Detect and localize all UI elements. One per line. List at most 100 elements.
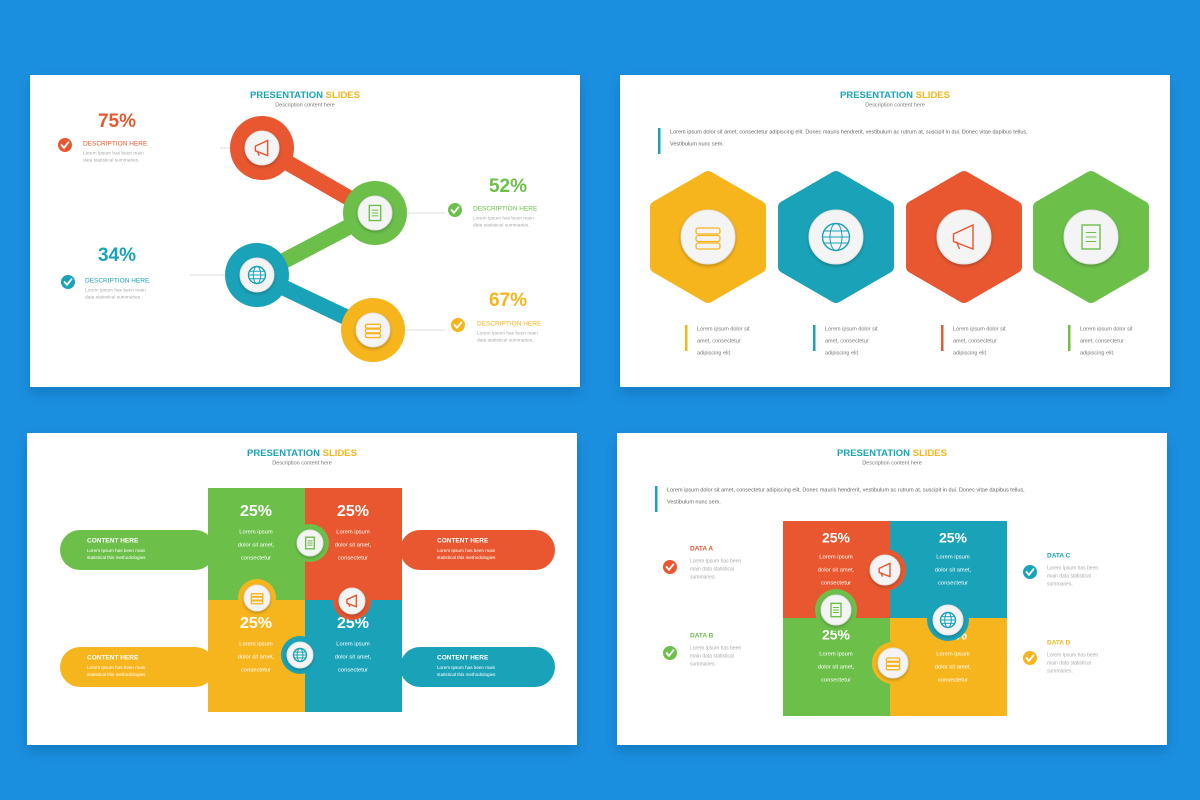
item-bar bbox=[941, 325, 944, 351]
content-tab bbox=[400, 647, 555, 687]
body-text: Lorem Ipsum has been main bbox=[83, 150, 144, 156]
slide-subtitle: Description content here bbox=[862, 460, 922, 466]
check-icon bbox=[448, 203, 462, 217]
check-icon bbox=[58, 138, 72, 152]
server-icon bbox=[885, 657, 901, 662]
icon-badge bbox=[244, 130, 280, 166]
body-text: consectetur bbox=[821, 678, 851, 684]
body-text: Lorem Ipsum has been main bbox=[473, 215, 534, 221]
server-icon bbox=[695, 227, 721, 235]
content-tab bbox=[60, 530, 215, 570]
body-text: Lorem ipsum bbox=[239, 642, 273, 648]
body-text: amet, consectetur bbox=[825, 338, 869, 344]
title-word: PRESENTATION bbox=[250, 90, 323, 101]
slide-subtitle: Description content here bbox=[275, 102, 335, 108]
title-word: PRESENTATION bbox=[837, 448, 910, 459]
check-mark bbox=[63, 278, 73, 287]
body-text: Lorem ipsum bbox=[336, 530, 370, 536]
slide-title: PRESENTATION SLIDES bbox=[250, 90, 360, 101]
body-text: main data statistical bbox=[690, 653, 734, 659]
tab-label: CONTENT HERE bbox=[437, 538, 489, 545]
server-icon bbox=[250, 593, 264, 598]
slide-subtitle: Description content here bbox=[865, 102, 925, 108]
data-label: DATA B bbox=[690, 633, 714, 640]
body-text: consectetur bbox=[938, 678, 968, 684]
body-text: Lorem Ipsum has been bbox=[690, 558, 741, 564]
body-text: dolor sit amet, bbox=[238, 543, 275, 549]
body-text: consectetur bbox=[241, 556, 271, 562]
item-label: DESCRIPTION HERE bbox=[477, 321, 542, 328]
body-text: Lorem Ipsum has been bbox=[1047, 652, 1098, 658]
percent-value: 52% bbox=[489, 176, 527, 197]
server-icon bbox=[364, 323, 382, 329]
body-text: dolor sit amet, bbox=[335, 655, 372, 661]
body-text: dolor sit amet, bbox=[335, 543, 372, 549]
body-text: summaries. bbox=[690, 661, 716, 667]
body-text: Lorem ipsum bbox=[936, 652, 970, 658]
slide-title: PRESENTATION SLIDES bbox=[840, 90, 950, 101]
content-tab bbox=[60, 647, 215, 687]
tab-label: CONTENT HERE bbox=[87, 538, 139, 545]
title-word: SLIDES bbox=[916, 90, 950, 101]
check-icon bbox=[1023, 651, 1037, 665]
title-word: PRESENTATION bbox=[247, 448, 320, 459]
body-text: Lorem ipsum dolor sit bbox=[953, 326, 1006, 332]
body-text: Lorem Ipsum has been bbox=[1047, 565, 1098, 571]
body-text: Lorem ipsum bbox=[239, 530, 273, 536]
content-tab bbox=[400, 530, 555, 570]
percent-value: 25% bbox=[337, 503, 369, 520]
tab-label: CONTENT HERE bbox=[87, 655, 139, 662]
body-text: consectetur bbox=[338, 556, 368, 562]
body-text: Lorem ipsum dolor sit bbox=[825, 326, 878, 332]
server-icon bbox=[695, 234, 721, 243]
doc-icon bbox=[830, 602, 842, 618]
body-text: main data statistical bbox=[690, 566, 734, 572]
body-text: Lorem Ipsum has been main bbox=[85, 287, 146, 293]
body-text: data statistical summaries. bbox=[85, 294, 142, 300]
item-bar bbox=[813, 325, 816, 351]
percent-value: 25% bbox=[337, 615, 369, 632]
body-text: main data statistical bbox=[1047, 573, 1091, 579]
body-text: adipiscing elit. bbox=[825, 350, 860, 356]
body-text: dolor sit amet, bbox=[935, 665, 972, 671]
check-icon bbox=[61, 275, 75, 289]
body-text: Lorem Ipsum has been main bbox=[87, 665, 146, 670]
title-word: SLIDES bbox=[913, 448, 947, 459]
body-text: amet, consectetur bbox=[953, 338, 997, 344]
server-icon bbox=[250, 600, 264, 605]
check-mark bbox=[665, 649, 675, 658]
check-mark bbox=[453, 321, 463, 330]
body-text: Lorem ipsum dolor sit bbox=[697, 326, 750, 332]
body-text: summaries. bbox=[1047, 668, 1073, 674]
data-label: DATA C bbox=[1047, 553, 1071, 560]
body-text: statistical this methodologies bbox=[437, 555, 496, 560]
body-text: Lorem ipsum bbox=[936, 555, 970, 561]
icon-badge bbox=[877, 647, 909, 679]
percent-value: 25% bbox=[822, 530, 851, 546]
item-label: DESCRIPTION HERE bbox=[473, 206, 538, 213]
body-text: amet, consectetur bbox=[1080, 338, 1124, 344]
body-text: Lorem ipsum bbox=[336, 642, 370, 648]
megaphone-icon bbox=[878, 562, 891, 578]
server-icon bbox=[695, 242, 721, 250]
doc-icon bbox=[304, 536, 316, 550]
check-mark bbox=[1025, 654, 1035, 663]
body-text: Lorem ipsum dolor sit amet, consectetur … bbox=[670, 129, 1028, 135]
check-mark bbox=[1025, 568, 1035, 577]
slide-title: PRESENTATION SLIDES bbox=[247, 448, 357, 459]
title-word: PRESENTATION bbox=[840, 90, 913, 101]
megaphone-icon bbox=[254, 139, 269, 157]
percent-value: 67% bbox=[489, 290, 527, 311]
intro-bar bbox=[655, 486, 658, 512]
icon-badge bbox=[338, 587, 366, 615]
percent-value: 25% bbox=[240, 503, 272, 520]
body-text: Lorem Ipsum has been main bbox=[87, 548, 146, 553]
slide-background bbox=[30, 75, 580, 387]
body-text: consectetur bbox=[938, 581, 968, 587]
percent-value: 25% bbox=[822, 627, 851, 643]
body-text: dolor sit amet, bbox=[818, 568, 855, 574]
item-label: DESCRIPTION HERE bbox=[85, 278, 150, 285]
